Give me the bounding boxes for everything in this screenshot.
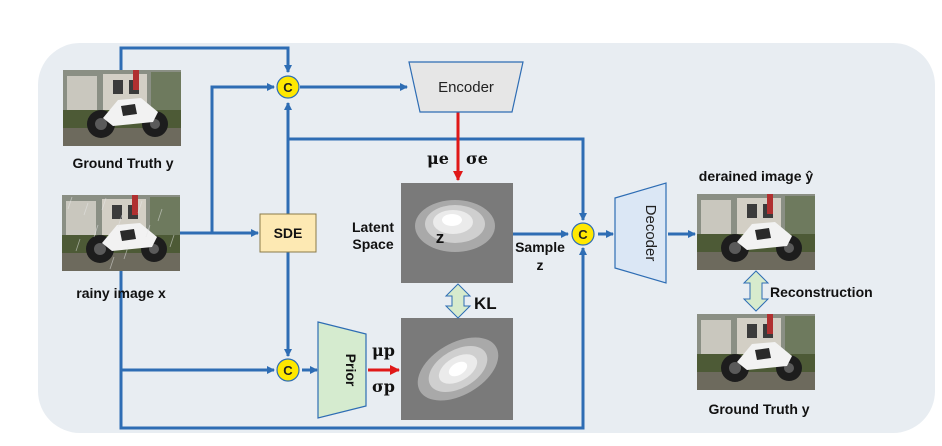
latent-z-label: z [436, 228, 445, 247]
rainy-image-label: rainy image x [76, 285, 166, 301]
ground-truth-top-label: Ground Truth y [72, 155, 173, 171]
concat-node-decoder: C [571, 222, 595, 246]
decoder-block: Decoder [614, 182, 667, 284]
concat-top-label: C [283, 80, 293, 95]
sde-block: SDE [259, 213, 317, 253]
arrow-rainy-to-concat-decoder [119, 247, 587, 430]
arrow-gt-to-concat-top [119, 46, 292, 73]
kl-double-arrow [444, 283, 472, 319]
arrow-sde-to-concat-decoder [288, 137, 587, 221]
sde-label: SDE [274, 225, 303, 241]
ground-truth-bottom-label: Ground Truth y [708, 401, 809, 417]
latent-space-label-line2: Space [352, 236, 393, 252]
sigma-p-label: σp [372, 377, 395, 396]
concat-decoder-label: C [578, 227, 588, 242]
sample-label-line2: z [537, 257, 544, 273]
rainy-image [62, 195, 180, 271]
mu-e-label: μe [427, 149, 449, 168]
ground-truth-bottom-image [697, 314, 815, 390]
concat-node-bottom: C [276, 358, 300, 382]
sample-label-line1: Sample [515, 239, 565, 255]
derained-image-label: derained image ŷ [699, 168, 814, 184]
sigma-e-label: σe [466, 149, 488, 168]
reconstruction-double-arrow [742, 270, 770, 312]
mu-p-label: μp [372, 341, 395, 360]
concat-node-top: C [276, 75, 300, 99]
latent-space-encoder: z [401, 183, 513, 283]
latent-space-label-line1: Latent [352, 219, 394, 235]
encoder-label: Encoder [438, 79, 494, 96]
ground-truth-top-image [63, 70, 181, 146]
latent-space-prior [401, 318, 513, 420]
kl-label: KL [474, 294, 497, 313]
reconstruction-label: Reconstruction [770, 284, 873, 300]
prior-label: Prior [343, 354, 359, 387]
derained-image [697, 194, 815, 270]
arrow-rainy-to-concat-top [180, 83, 275, 235]
encoder-block: Encoder [408, 61, 524, 113]
concat-bottom-label: C [283, 363, 293, 378]
decoder-label: Decoder [642, 205, 659, 262]
prior-block: Prior [317, 321, 367, 419]
